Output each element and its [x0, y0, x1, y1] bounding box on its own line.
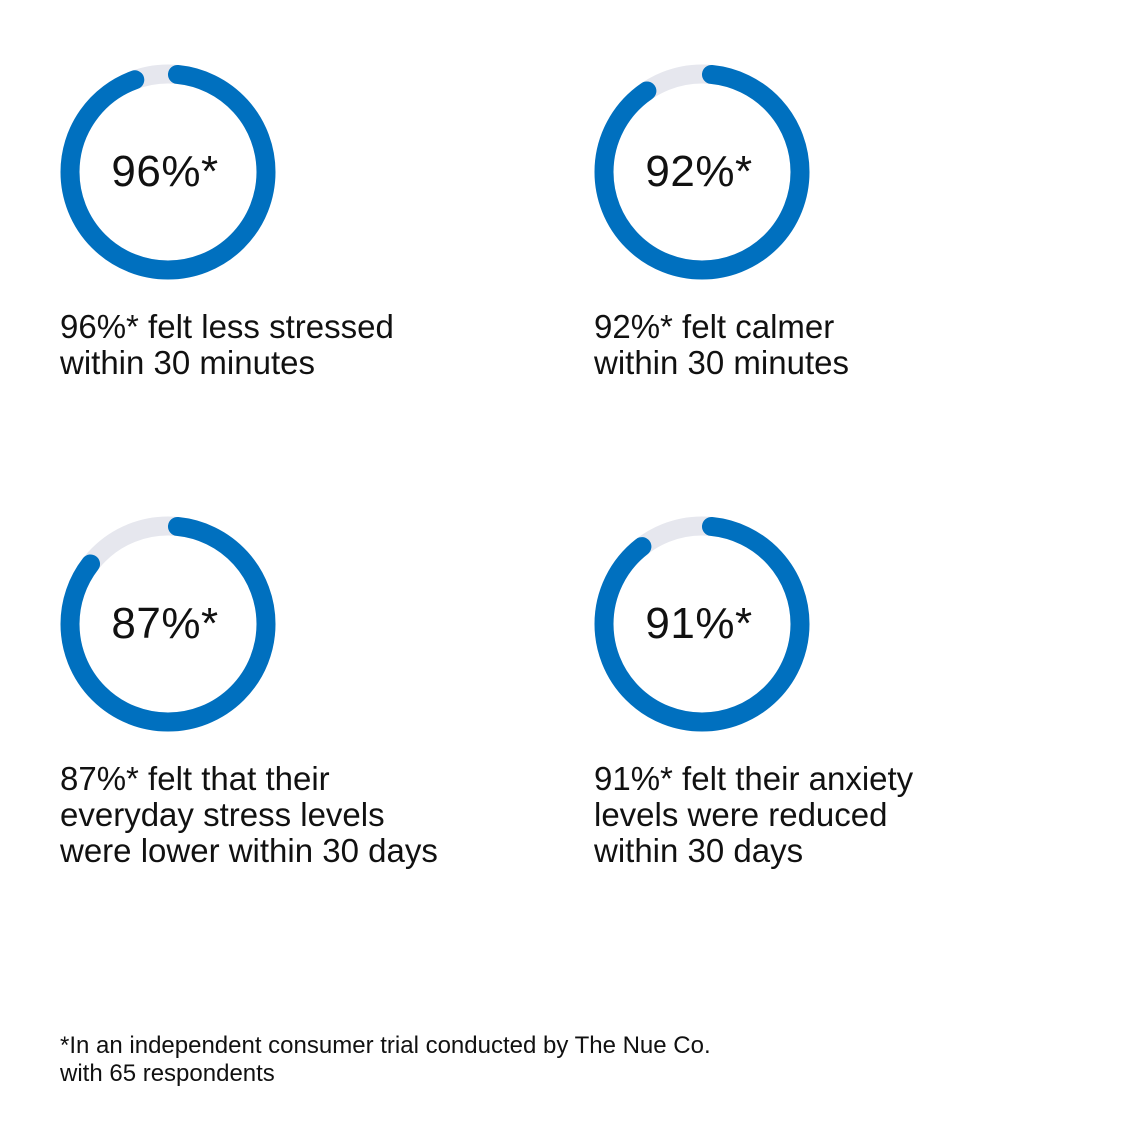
donut-chart: [594, 516, 810, 732]
stat-caption: 87%* felt that their everyday stress lev…: [60, 760, 438, 869]
donut-value-arc: [594, 516, 810, 732]
donut-center-label: 87%*: [111, 599, 219, 648]
donut-center-label: 96%*: [111, 147, 219, 196]
donut-value-arc: [594, 64, 810, 280]
donut-center-label: 92%*: [645, 147, 753, 196]
stat-caption: 91%* felt their anxiety levels were redu…: [594, 760, 914, 869]
donut-value-arc: [60, 64, 276, 280]
stat-card-stress: 96%* 96%* felt less stressed within 30 m…: [60, 62, 540, 462]
donut-center-label: 91%*: [645, 599, 753, 648]
donut-chart: [60, 516, 276, 732]
donut-chart: [594, 64, 810, 280]
stat-caption: 96%* felt less stressed within 30 minute…: [60, 308, 394, 381]
stat-card-everyday-stress: 87%* 87%* felt that their everyday stres…: [60, 514, 540, 914]
stat-card-calmer: 92%* 92%* felt calmer within 30 minutes: [594, 62, 1074, 462]
footnote: *In an independent consumer trial conduc…: [60, 1032, 711, 1087]
donut-chart: [60, 64, 276, 280]
stat-caption: 92%* felt calmer within 30 minutes: [594, 308, 849, 381]
stat-card-anxiety: 91%* 91%* felt their anxiety levels were…: [594, 514, 1074, 914]
donut-value-arc: [60, 516, 276, 732]
